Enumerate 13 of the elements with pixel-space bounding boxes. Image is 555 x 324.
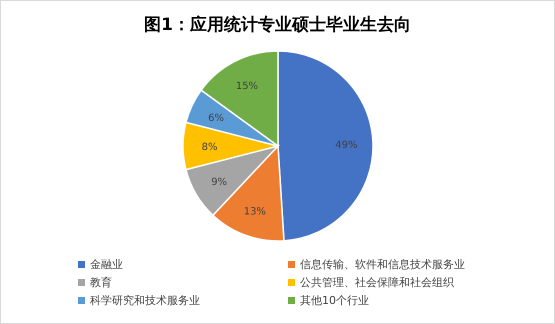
data-label: 13% [244, 206, 266, 218]
data-label: 49% [335, 140, 358, 151]
data-label: 8% [202, 142, 218, 153]
legend-label: 金融业 [90, 258, 123, 271]
legend-label: 其他10个行业 [300, 294, 369, 307]
legend-label: 科学研究和技术服务业 [90, 294, 200, 307]
legend-label: 公共管理、社会保障和社会组织 [300, 276, 454, 289]
chart-title: 图1：应用统计专业硕士毕业生去向 [144, 15, 411, 35]
data-label: 15% [236, 81, 258, 92]
legend-label: 信息传输、软件和信息技术服务业 [300, 258, 465, 271]
legend-label: 教育 [90, 276, 112, 289]
data-label: 9% [211, 176, 228, 188]
data-label: 6% [208, 112, 224, 124]
